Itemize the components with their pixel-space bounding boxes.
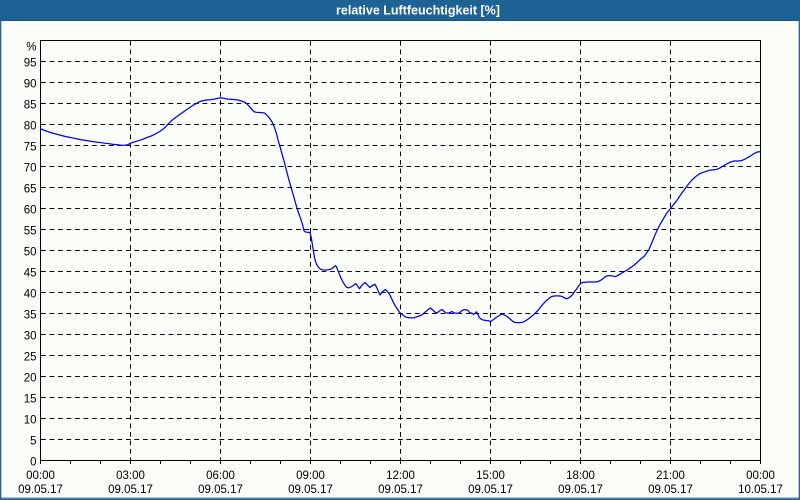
svg-text:18:00: 18:00 bbox=[566, 470, 595, 482]
svg-text:09:00: 09:00 bbox=[296, 470, 325, 482]
svg-text:70: 70 bbox=[24, 163, 37, 175]
svg-text:06:00: 06:00 bbox=[206, 470, 235, 482]
svg-text:5: 5 bbox=[30, 436, 36, 448]
svg-text:09.05.17: 09.05.17 bbox=[558, 484, 603, 496]
svg-text:12:00: 12:00 bbox=[386, 470, 415, 482]
svg-text:relative Luftfeuchtigkeit [%]: relative Luftfeuchtigkeit [%] bbox=[336, 4, 500, 18]
svg-text:75: 75 bbox=[24, 142, 37, 154]
svg-text:00:00: 00:00 bbox=[26, 470, 55, 482]
svg-text:80: 80 bbox=[24, 121, 37, 133]
svg-text:35: 35 bbox=[24, 310, 37, 322]
svg-text:55: 55 bbox=[24, 226, 37, 238]
svg-text:15:00: 15:00 bbox=[476, 470, 505, 482]
svg-text:21:00: 21:00 bbox=[656, 470, 685, 482]
svg-text:09.05.17: 09.05.17 bbox=[198, 484, 243, 496]
svg-text:20: 20 bbox=[24, 373, 37, 385]
svg-text:03:00: 03:00 bbox=[116, 470, 145, 482]
svg-text:09.05.17: 09.05.17 bbox=[648, 484, 693, 496]
svg-text:09.05.17: 09.05.17 bbox=[468, 484, 513, 496]
svg-text:09.05.17: 09.05.17 bbox=[108, 484, 153, 496]
svg-text:60: 60 bbox=[24, 205, 37, 217]
svg-text:10.05.17: 10.05.17 bbox=[738, 484, 783, 496]
svg-text:90: 90 bbox=[24, 79, 37, 91]
svg-text:45: 45 bbox=[24, 268, 37, 280]
svg-text:65: 65 bbox=[24, 184, 37, 196]
svg-text:0: 0 bbox=[30, 457, 36, 469]
svg-text:30: 30 bbox=[24, 331, 37, 343]
svg-text:40: 40 bbox=[24, 289, 37, 301]
svg-text:25: 25 bbox=[24, 352, 37, 364]
svg-text:10: 10 bbox=[24, 415, 37, 427]
svg-text:09.05.17: 09.05.17 bbox=[18, 484, 63, 496]
svg-text:09.05.17: 09.05.17 bbox=[378, 484, 423, 496]
svg-text:15: 15 bbox=[24, 394, 37, 406]
svg-text:00:00: 00:00 bbox=[746, 470, 775, 482]
svg-text:%: % bbox=[26, 42, 36, 54]
svg-text:95: 95 bbox=[24, 58, 37, 70]
svg-text:85: 85 bbox=[24, 100, 37, 112]
svg-text:09.05.17: 09.05.17 bbox=[288, 484, 333, 496]
svg-text:50: 50 bbox=[24, 247, 37, 259]
